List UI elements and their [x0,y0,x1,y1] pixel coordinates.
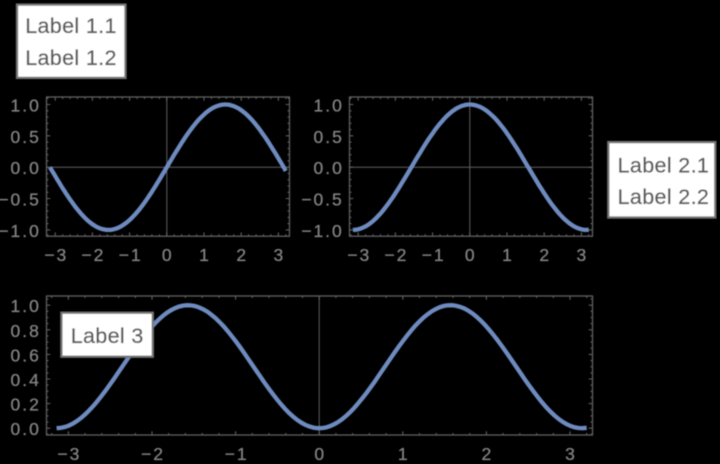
svg-text:−1.0: −1.0 [301,221,344,241]
svg-text:0.0: 0.0 [10,419,40,439]
svg-text:3: 3 [565,444,577,464]
svg-text:0.0: 0.0 [313,158,343,178]
svg-text:0.8: 0.8 [10,321,40,341]
svg-text:−1: −1 [225,444,249,464]
svg-text:2: 2 [236,245,248,265]
svg-text:0: 0 [465,245,477,265]
svg-text:0: 0 [314,444,326,464]
svg-text:1: 1 [502,245,514,265]
svg-text:0.6: 0.6 [10,345,40,365]
svg-text:0.2: 0.2 [10,395,40,415]
svg-text:−3: −3 [44,245,68,265]
svg-text:−0.5: −0.5 [301,190,344,210]
svg-text:Label 2.1: Label 2.1 [618,153,710,177]
svg-text:1.0: 1.0 [313,96,343,116]
svg-text:0.4: 0.4 [10,370,40,390]
svg-text:1: 1 [199,245,211,265]
svg-text:2: 2 [482,444,494,464]
svg-text:0.5: 0.5 [313,127,343,147]
svg-text:Label 3: Label 3 [71,324,144,348]
svg-text:−1.0: −1.0 [0,221,41,241]
svg-text:1.0: 1.0 [10,296,40,316]
svg-text:3: 3 [274,245,286,265]
svg-text:Label 2.2: Label 2.2 [618,185,710,209]
svg-text:−2: −2 [384,245,408,265]
svg-text:1.0: 1.0 [10,96,40,116]
svg-text:1: 1 [398,444,410,464]
svg-text:−1: −1 [422,245,446,265]
svg-text:−3: −3 [57,444,81,464]
svg-text:3: 3 [577,245,589,265]
svg-text:0: 0 [162,245,174,265]
svg-text:0.5: 0.5 [10,127,40,147]
svg-text:Label 1.2: Label 1.2 [25,46,117,70]
svg-text:Label 1.1: Label 1.1 [25,14,117,38]
svg-text:0.0: 0.0 [10,158,40,178]
svg-text:−0.5: −0.5 [0,190,41,210]
svg-text:−2: −2 [81,245,105,265]
svg-text:−1: −1 [119,245,143,265]
svg-text:−3: −3 [347,245,371,265]
svg-text:2: 2 [539,245,551,265]
svg-text:−2: −2 [141,444,165,464]
